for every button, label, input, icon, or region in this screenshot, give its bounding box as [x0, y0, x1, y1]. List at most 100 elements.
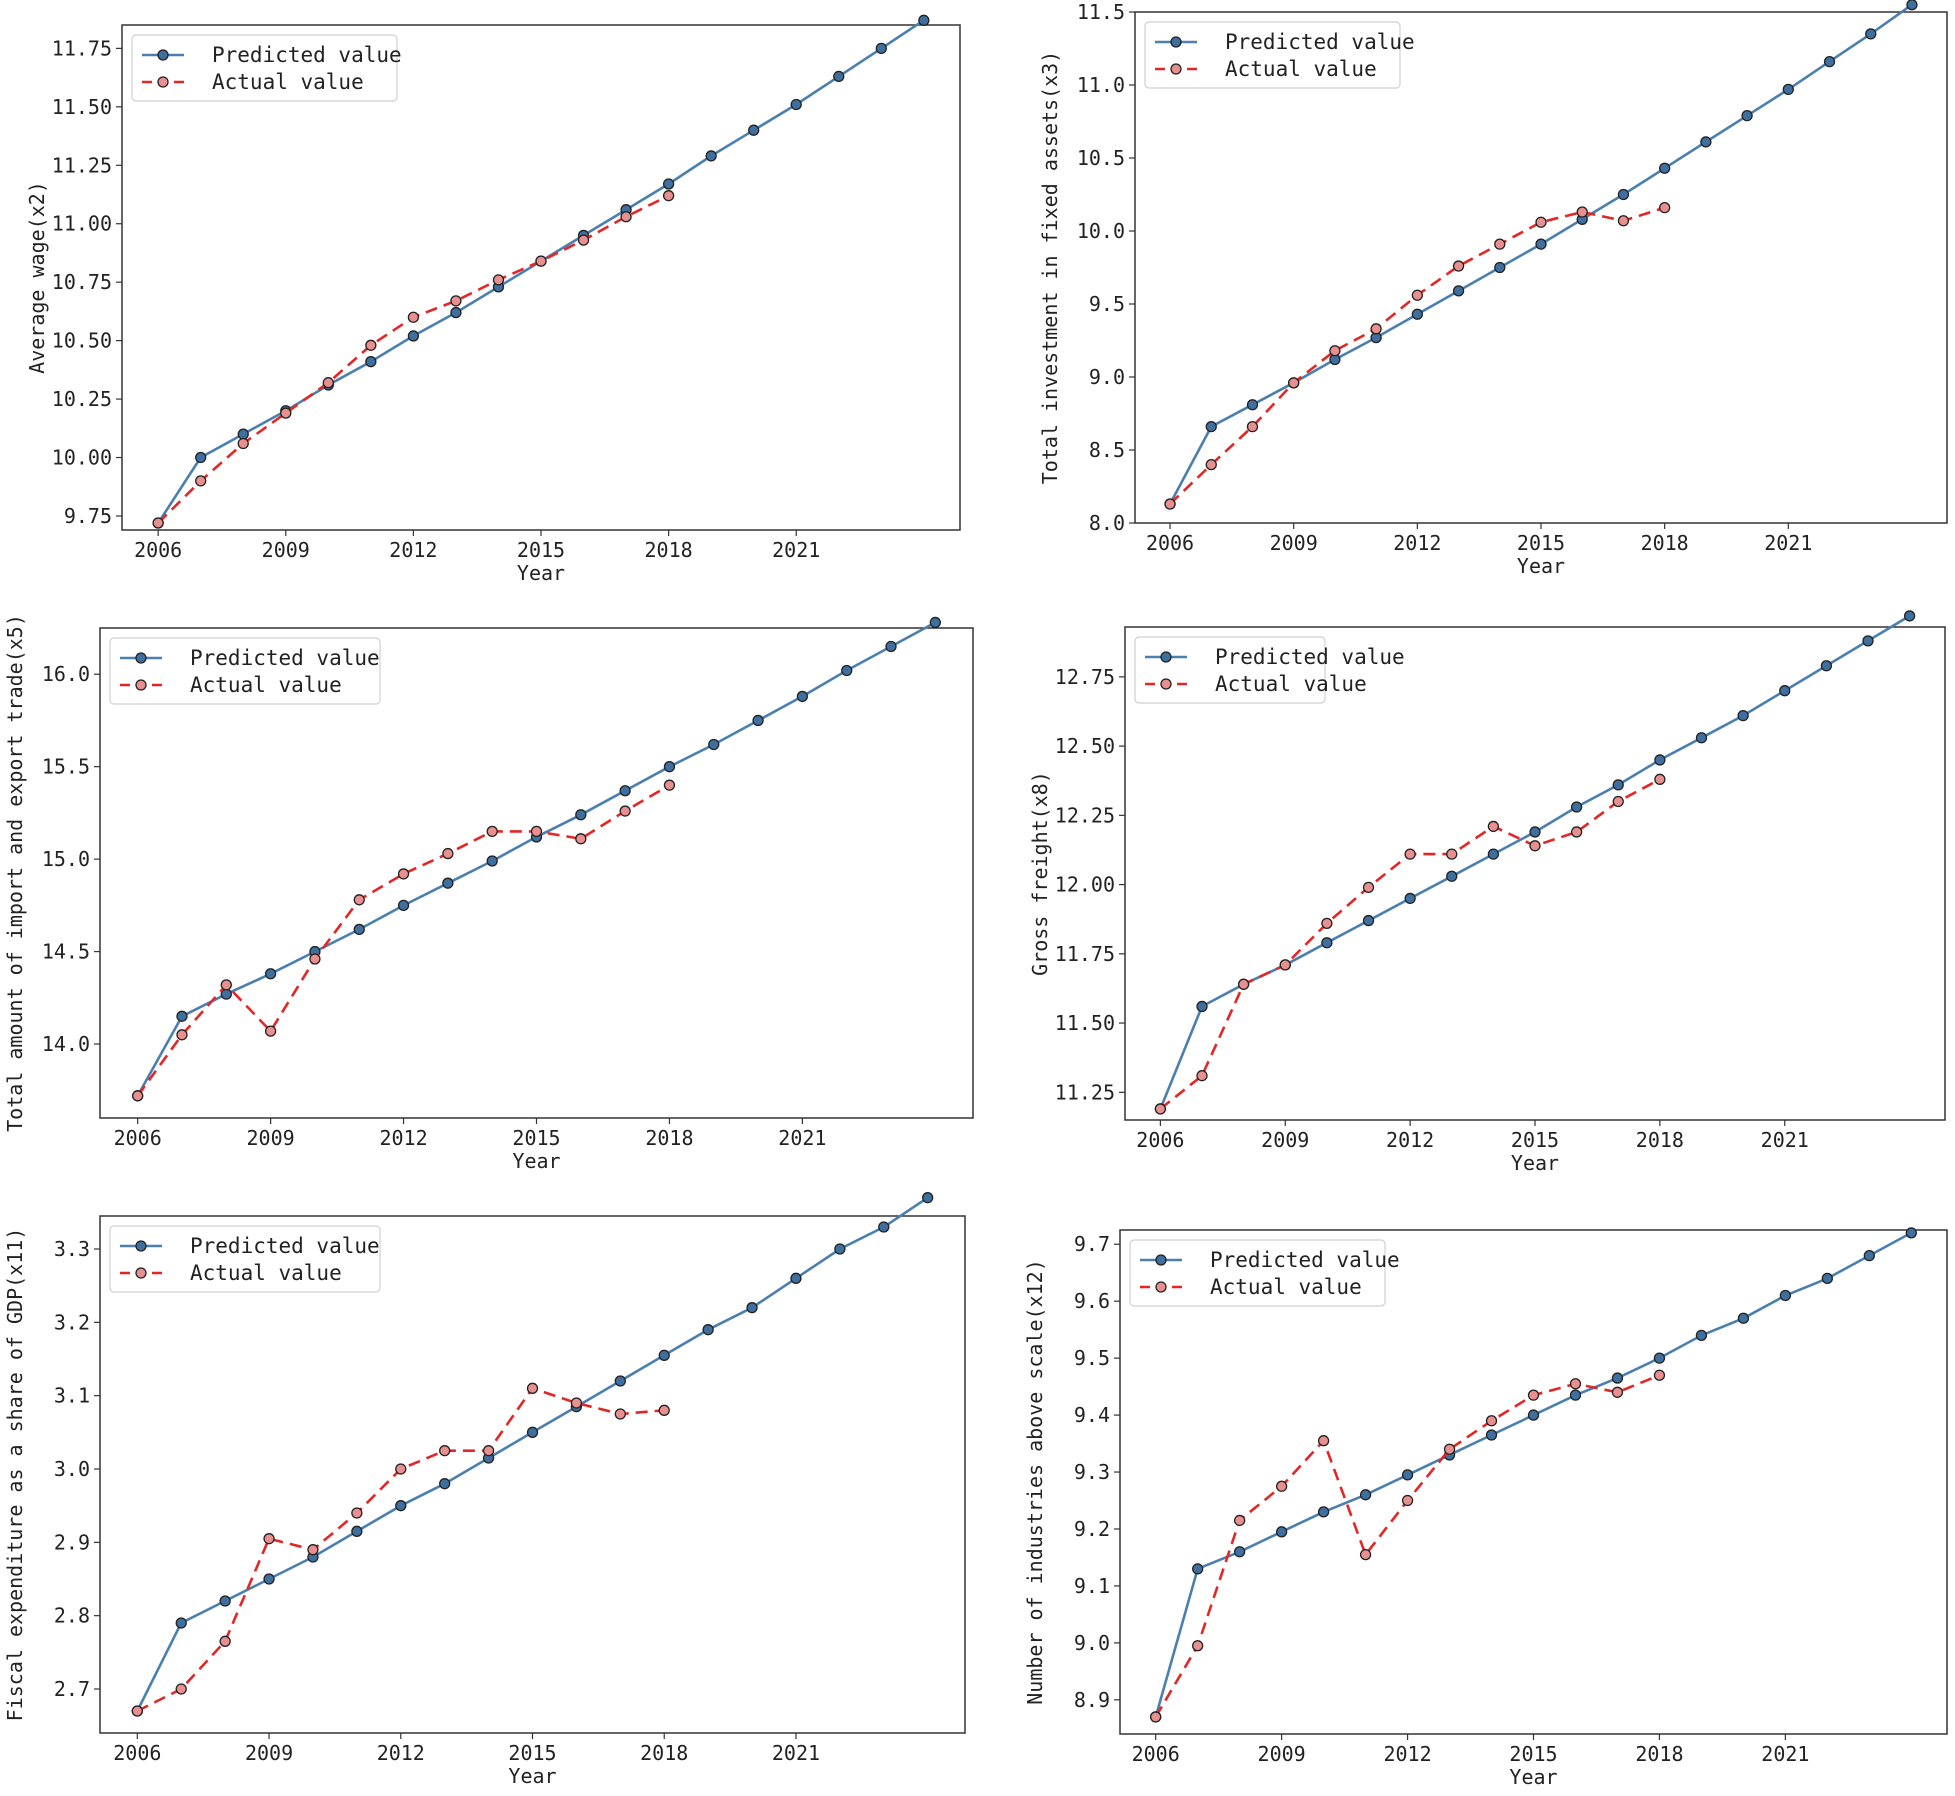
y-tick-label: 11.50: [52, 95, 112, 119]
predicted-point: [1820, 660, 1833, 672]
actual-point: [1275, 1480, 1288, 1492]
legend-predicted-marker: [1170, 36, 1182, 48]
chart-panel-3: 2006 2009 2012 2015 2018 2021 14.0 14.5 15.0 15.5…: [3, 614, 974, 1173]
actual-point: [280, 407, 292, 419]
y-tick-label: 10.0: [1077, 219, 1125, 243]
predicted-point: [702, 1324, 714, 1336]
actual-point: [450, 295, 462, 307]
actual-point: [1569, 1378, 1582, 1390]
predicted-point: [619, 785, 631, 797]
predicted-point: [1321, 937, 1333, 949]
y-tick-label: 9.3: [1074, 1460, 1110, 1484]
legend-actual-label: Actual value: [190, 1261, 342, 1285]
predicted-point: [526, 1426, 539, 1438]
actual-point: [1617, 215, 1630, 227]
actual-point: [1612, 795, 1624, 808]
predicted-point: [1695, 732, 1708, 744]
predicted-point: [1612, 779, 1624, 791]
x-tick-label: 2021: [778, 1126, 826, 1150]
y-tick-label: 12.00: [1055, 873, 1115, 897]
actual-point: [176, 1029, 188, 1041]
actual-series-line: [157, 194, 670, 524]
legend-predicted-marker: [135, 652, 147, 664]
x-tick-label: 2009: [247, 1126, 295, 1150]
predicted-point: [175, 1617, 187, 1629]
actual-series-line: [1154, 1373, 1660, 1718]
x-tick-label: 2015: [1509, 1742, 1557, 1766]
y-tick-label: 12.75: [1055, 665, 1115, 689]
predicted-point: [918, 14, 930, 26]
predicted-point: [1359, 1489, 1372, 1501]
actual-point: [152, 517, 164, 529]
predicted-point: [1700, 136, 1712, 148]
y-axis-label: Number of industries above scale(x12): [1023, 1259, 1047, 1705]
legend: Predicted value Actual value: [1144, 21, 1415, 89]
predicted-point: [450, 306, 462, 319]
x-tick-label: 2015: [512, 1126, 560, 1150]
y-tick-label: 14.5: [42, 940, 90, 964]
x-tick-label: 2015: [517, 538, 565, 562]
predicted-point: [878, 1221, 890, 1233]
actual-point: [1411, 289, 1423, 301]
y-tick-label: 9.5: [1089, 292, 1125, 316]
legend-actual-marker: [1155, 1281, 1167, 1293]
predicted-point: [752, 714, 764, 727]
x-tick-label: 2021: [772, 1741, 820, 1765]
actual-point: [1205, 458, 1217, 471]
actual-point: [1443, 1443, 1456, 1455]
actual-point: [535, 255, 547, 267]
actual-point: [395, 1463, 407, 1475]
x-axis-label: Year: [1517, 554, 1565, 578]
actual-point: [1527, 1389, 1540, 1401]
predicted-point: [705, 150, 717, 162]
predicted-point: [1570, 801, 1583, 813]
predicted-point: [708, 738, 720, 751]
x-tick-label: 2006: [114, 1126, 162, 1150]
y-tick-label: 9.4: [1074, 1403, 1110, 1427]
actual-point: [1446, 848, 1458, 860]
x-tick-label: 2006: [1136, 1128, 1184, 1152]
y-tick-label: 9.5: [1074, 1346, 1110, 1370]
actual-series-line: [1169, 206, 1666, 505]
x-tick-label: 2006: [1146, 531, 1194, 555]
actual-point: [263, 1533, 275, 1545]
legend-actual-label: Actual value: [1210, 1275, 1362, 1299]
legend-box: [1129, 1239, 1386, 1307]
actual-point: [439, 1445, 451, 1457]
actual-point: [1164, 498, 1176, 510]
plot-frame: [99, 1215, 966, 1734]
x-tick-label: 2009: [1258, 1742, 1306, 1766]
predicted-point: [397, 899, 410, 912]
actual-point: [1362, 881, 1375, 893]
predicted-point: [1821, 1272, 1834, 1285]
legend-actual-label: Actual value: [190, 673, 342, 697]
actual-series-line: [136, 784, 671, 1097]
predicted-point: [219, 1595, 231, 1607]
actual-point: [1321, 917, 1333, 930]
predicted-point: [1446, 870, 1458, 882]
legend: Predicted value Actual value: [131, 34, 402, 102]
legend: Predicted value Actual value: [1129, 1239, 1400, 1307]
predicted-point: [1192, 1563, 1204, 1575]
legend-predicted-marker: [1155, 1254, 1167, 1266]
predicted-point: [395, 1500, 407, 1512]
actual-point: [1653, 1369, 1666, 1381]
actual-point: [442, 847, 454, 860]
legend-actual-label: Actual value: [1225, 57, 1377, 81]
legend: Predicted value Actual value: [109, 1225, 381, 1293]
actual-point: [1611, 1386, 1624, 1398]
x-axis-label: Year: [512, 1149, 560, 1173]
y-tick-label: 9.0: [1074, 1631, 1110, 1655]
actual-point: [309, 953, 321, 965]
actual-point: [1659, 201, 1671, 214]
predicted-point: [1862, 635, 1874, 647]
legend-predicted-marker: [157, 49, 169, 61]
actual-point: [407, 311, 420, 323]
predicted-point: [1485, 1429, 1498, 1441]
y-tick-label: 11.25: [52, 153, 112, 177]
predicted-point: [1205, 420, 1217, 433]
actual-point: [1487, 820, 1500, 833]
predicted-point: [662, 178, 675, 190]
predicted-point: [658, 1349, 670, 1361]
